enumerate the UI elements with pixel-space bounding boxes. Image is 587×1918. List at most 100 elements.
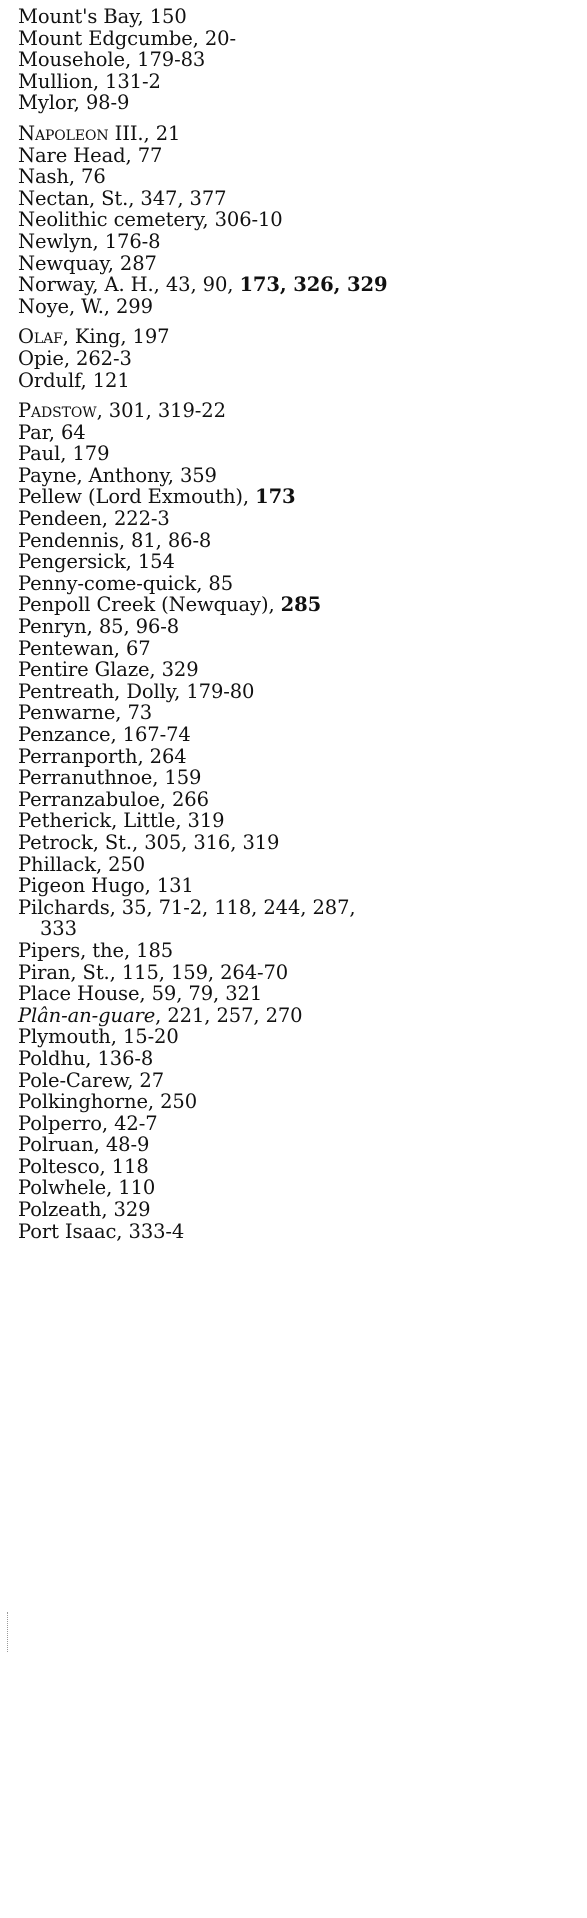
index-entry-text: Pipers, the, 185 <box>18 938 174 962</box>
index-entry: Ordulf, 121 <box>18 369 578 392</box>
index-entry: Norway, A. H., 43, 90, 173, 326, 329 <box>18 274 578 296</box>
index-entry: Poltesco, 118 <box>18 1156 578 1178</box>
index-entry-text: Pendennis, 81, 86-8 <box>18 528 212 552</box>
index-entry-text: Padstow <box>18 399 97 423</box>
index-entry-text: Penzance, 167-74 <box>18 723 191 746</box>
index-entry-text: Neolithic cemetery, 306-10 <box>18 208 283 232</box>
index-entry-text: Perranporth, 264 <box>18 744 187 768</box>
index-entry: Penryn, 85, 96-8 <box>18 616 578 638</box>
index-entry-text: Mount Edgcumbe, 20- <box>18 26 236 50</box>
index-entry: Pendennis, 81, 86-8 <box>18 528 578 552</box>
index-entry-text: Penryn, 85, 96-8 <box>18 615 180 639</box>
index-entry: Petrock, St., 305, 316, 319 <box>18 832 578 854</box>
index-entry: Pentreath, Dolly, 179-80 <box>18 681 578 703</box>
index-entry-text: 173 <box>255 485 296 509</box>
index-list: Mount's Bay, 150 Mount Edgcumbe, 20- Mouse… <box>18 6 578 1242</box>
index-entry: Pentire Glaze, 329 <box>18 659 578 681</box>
index-entry: Newquay, 287 <box>18 251 578 275</box>
index-entry: Noye, W., 299 <box>18 294 578 318</box>
index-entry: Perranuthnoe, 159 <box>18 767 578 789</box>
index-entry-text: Pellew (Lord Exmouth), <box>18 485 256 509</box>
index-entry-text: Noye, W., 299 <box>18 294 153 318</box>
index-entry-text: Newlyn, 176-8 <box>18 229 161 253</box>
index-entry-continuation: 333 <box>18 918 578 940</box>
index-entry-text: Petherick, Little, 319 <box>18 809 225 833</box>
index-entry: Nare Head, 77 <box>18 143 578 167</box>
index-entry-text: Petrock, St., 305, 316, 319 <box>18 830 280 854</box>
index-entry: Pipers, the, 185 <box>18 940 578 962</box>
index-entry: Pengersick, 154 <box>18 551 578 573</box>
index-entry-text: Nare Head, 77 <box>18 143 163 167</box>
index-entry-text: Polperro, 42-7 <box>18 1111 158 1135</box>
index-entry: Neolithic cemetery, 306-10 <box>18 209 578 231</box>
index-entry-text: Napoleon <box>18 121 109 145</box>
index-entry-text: , 301, 319-22 <box>96 399 226 423</box>
index-entry: Penny-come-quick, 85 <box>18 573 578 595</box>
index-entry-text: 285 <box>280 593 322 617</box>
index-entry: Penzance, 167-74 <box>18 724 578 746</box>
index-entry: Piran, St., 115, 159, 264-70 <box>18 961 578 984</box>
index-entry-text: Pendeen, 222-3 <box>18 507 170 531</box>
index-entry-text: Port Isaac, 333-4 <box>18 1219 185 1243</box>
index-entry: Polperro, 42-7 <box>18 1111 578 1135</box>
index-entry: Place House, 59, 79, 321 <box>18 983 578 1005</box>
index-entry: Mount's Bay, 150 <box>18 6 578 28</box>
index-entry-text: Polruan, 48-9 <box>18 1133 150 1157</box>
index-entry: Pigeon Hugo, 131 <box>18 875 578 897</box>
index-entry: Opie, 262-3 <box>18 348 578 370</box>
index-entry-text: , 221, 257, 270 <box>155 1003 303 1027</box>
index-entry: Par, 64 <box>18 420 578 444</box>
index-entry: Phillack, 250 <box>18 852 578 876</box>
index-entry-text: Norway, A. H., 43, 90, <box>18 273 240 297</box>
index-entry-text: Pentire Glaze, 329 <box>18 658 199 682</box>
index-entry: Pentewan, 67 <box>18 636 578 660</box>
index-entry-text: Mylor, 98-9 <box>18 91 130 115</box>
index-entry-text: Nectan, St., 347, 377 <box>18 186 227 210</box>
index-entry: Polkinghorne, 250 <box>18 1091 578 1113</box>
index-entry: Penpoll Creek (Newquay), 285 <box>18 594 578 616</box>
index-entry: Napoleon III., 21 <box>18 123 578 145</box>
index-entry-text: Par, 64 <box>18 420 86 444</box>
index-entry: Plymouth, 15-20 <box>18 1026 578 1048</box>
index-entry-text: Pole-Carew, 27 <box>18 1068 165 1092</box>
index-entry: Port Isaac, 333-4 <box>18 1219 578 1243</box>
index-entry-text: Pengersick, 154 <box>18 550 175 574</box>
index-entry: Nash, 76 <box>18 166 578 188</box>
index-entry-text: Plymouth, 15-20 <box>18 1025 179 1049</box>
index-entry: Polwhele, 110 <box>18 1177 578 1199</box>
index-entry-text: Newquay, 287 <box>18 251 157 275</box>
index-entry-text: Polwhele, 110 <box>18 1176 156 1200</box>
index-entry-text: Penwarne, 73 <box>18 701 153 725</box>
index-entry-text: Mousehole, 179-83 <box>18 48 206 72</box>
index-entry-text: Penny-come-quick, 85 <box>18 571 234 595</box>
index-entry-text: Poltesco, 118 <box>18 1154 149 1178</box>
index-entry: Padstow, 301, 319-22 <box>18 400 578 422</box>
index-entry-text: Phillack, 250 <box>18 852 146 876</box>
index-entry-text: III., 21 <box>108 121 181 145</box>
index-entry-text: Nash, 76 <box>18 165 106 189</box>
index-entry: Poldhu, 136-8 <box>18 1048 578 1070</box>
index-entry: Mylor, 98-9 <box>18 92 578 114</box>
index-entry: Perranzabuloe, 266 <box>18 787 578 811</box>
index-entry-text: Pilchards, 35, 71-2, 118, 244, 287, <box>18 895 356 919</box>
index-entry-text: Pentreath, Dolly, 179-80 <box>18 679 255 703</box>
index-entry: Nectan, St., 347, 377 <box>18 186 578 210</box>
index-entry: Pellew (Lord Exmouth), 173 <box>18 486 578 508</box>
index-entry: Plân-an-guare, 221, 257, 270 <box>18 1003 578 1027</box>
index-entry-text: Poldhu, 136-8 <box>18 1046 154 1070</box>
index-entry-text: Plân-an-guare <box>18 1003 156 1027</box>
index-entry-text: Olaf <box>18 325 63 349</box>
index-entry: Mount Edgcumbe, 20- <box>18 26 578 50</box>
index-entry-text: 333 <box>40 917 77 941</box>
index-entry-text: Pentewan, 67 <box>18 636 151 660</box>
index-entry: Polzeath, 329 <box>18 1199 578 1221</box>
index-entry-text: 173, 326, 329 <box>239 273 388 297</box>
index-entry-text: Pigeon Hugo, 131 <box>18 874 194 898</box>
index-entry: Pilchards, 35, 71-2, 118, 244, 287, <box>18 895 578 919</box>
index-entry: Pole-Carew, 27 <box>18 1068 578 1092</box>
index-entry-text: Perranzabuloe, 266 <box>18 787 209 811</box>
index-entry-text: Perranuthnoe, 159 <box>18 766 202 790</box>
index-entry-text: , King, 197 <box>62 325 170 349</box>
index-entry-text: Mount's Bay, 150 <box>18 5 187 28</box>
